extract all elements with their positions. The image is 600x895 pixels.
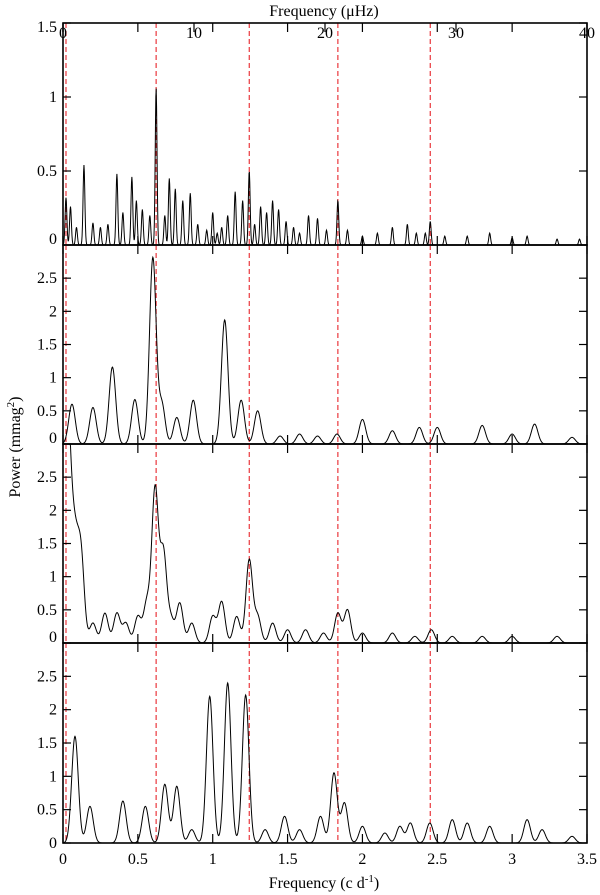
bottom-axis-title-main: Frequency (c d (269, 875, 365, 892)
y-axis-title-sup: 2 (5, 402, 17, 408)
bottom-xtick-label-5: 2.5 (427, 851, 447, 868)
top-xtick-label-2: 20 (317, 25, 333, 42)
panel-3-ytick-label-1: 0.5 (37, 602, 57, 619)
panel-4-ytick-label-0: 0 (49, 835, 57, 852)
top-xtick-label-3: 30 (448, 25, 464, 42)
panel-2-ytick-label-4: 2 (49, 303, 57, 320)
bottom-axis-title-close: ) (374, 875, 379, 892)
top-xtick-label-4: 40 (579, 25, 595, 42)
panel-3-ytick-label-5: 2.5 (37, 469, 57, 486)
panel-1: 0 0.5 1 1.5 (37, 19, 588, 248)
panel-2-spectrum-line (62, 255, 587, 445)
panel-3: 0 0.5 1 1.5 2 2.5 (37, 443, 588, 646)
panel-4-frame (62, 642, 588, 844)
bottom-xtick-label-6: 3 (508, 851, 516, 868)
panel-2: 0 0.5 1 1.5 2 2.5 (37, 244, 588, 447)
panel-3-frame (62, 443, 588, 644)
panel-2-ytick-label-5: 2.5 (37, 270, 57, 287)
bottom-xtick-label-2: 1 (209, 851, 217, 868)
panel-4-ytick-label-3: 1.5 (37, 735, 57, 752)
top-xtick-label-1: 10 (186, 25, 202, 42)
bottom-xtick-label-3: 1.5 (278, 851, 298, 868)
panel-4-spectrum-line (62, 681, 587, 844)
top-xtick-label-0: 0 (59, 25, 67, 42)
panel-4-ytick-label-1: 0.5 (37, 802, 57, 819)
panel-1-spectrum-line (62, 88, 587, 246)
panel-2-frame (62, 244, 588, 445)
y-axis-title-main: Power (mmag (7, 407, 24, 497)
panel-3-ytick-label-0: 0 (49, 629, 57, 646)
bottom-axis-title: Frequency (c d-1) (269, 873, 379, 892)
panel-4-ytick-label-4: 2 (49, 702, 57, 719)
panel-4: 0 0.5 1 1.5 2 2.5 (37, 642, 588, 852)
y-axis-title: Power (mmag2) (5, 396, 24, 497)
bottom-xtick-label-0: 0 (59, 851, 67, 868)
panel-3-ytick-label-4: 2 (49, 502, 57, 519)
panel-1-ytick-label-0: 0 (49, 231, 57, 248)
panel-3-spectrum-line (63, 443, 587, 644)
panel-4-ytick-label-5: 2.5 (37, 668, 57, 685)
bottom-xtick-label-1: 0.5 (128, 851, 148, 868)
panel-3-ytick-label-3: 1.5 (37, 536, 57, 553)
panel-1-ytick-label-3: 1.5 (37, 19, 57, 36)
panel-1-ytick-label-1: 0.5 (37, 163, 57, 180)
panel-1-ytick-label-2: 1 (49, 89, 57, 106)
top-axis-title: Frequency (μHz) (269, 3, 378, 20)
bottom-xtick-label-7: 3.5 (577, 851, 597, 868)
y-axis-title-close: ) (7, 396, 24, 401)
panel-2-ytick-label-3: 1.5 (37, 337, 57, 354)
panel-2-ytick-label-0: 0 (49, 430, 57, 447)
panel-2-ytick-label-1: 0.5 (37, 403, 57, 420)
bottom-axis-title-sup: -1 (365, 873, 374, 885)
panel-4-ytick-label-2: 1 (49, 768, 57, 785)
plot-layer: 00.511.500.511.522.500.511.522.500.511.5… (37, 19, 597, 868)
panel-3-ytick-label-2: 1 (49, 569, 57, 586)
panel-2-ytick-label-2: 1 (49, 370, 57, 387)
bottom-xtick-label-4: 2 (358, 851, 366, 868)
